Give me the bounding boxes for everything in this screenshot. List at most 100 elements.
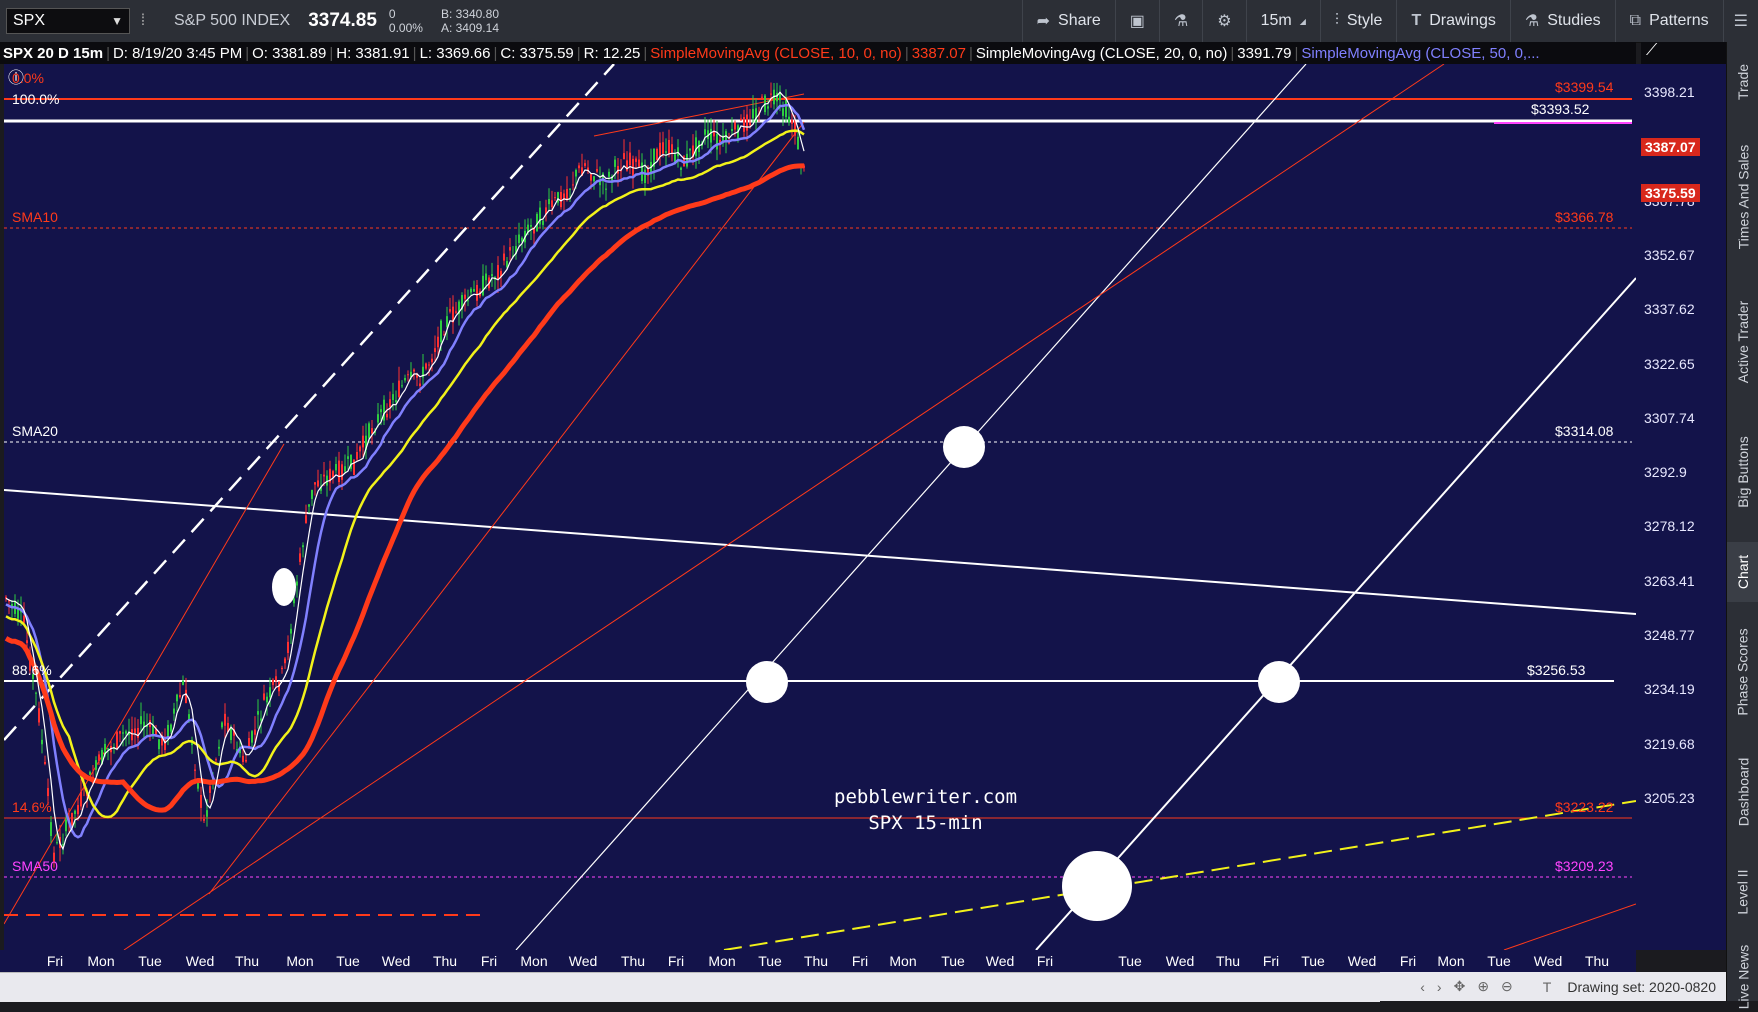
sma10-study-label[interactable]: SimpleMovingAvg (CLOSE, 10, 0, no)	[650, 44, 902, 62]
ask-value: A: 3409.14	[440, 21, 499, 35]
quick-chart-button[interactable]: ▣	[1114, 0, 1159, 42]
price-axis-tick: 3337.62	[1644, 301, 1695, 318]
patterns-button[interactable]: ⧉ Patterns	[1614, 0, 1723, 42]
sma20-study-label[interactable]: SimpleMovingAvg (CLOSE, 20, 0, no)	[975, 44, 1228, 62]
candle-body	[497, 265, 499, 280]
candle-body	[749, 122, 751, 126]
side-tab-big-buttons[interactable]: Big Buttons	[1735, 436, 1752, 508]
candle-body	[125, 731, 127, 734]
last-price: 3374.85	[308, 10, 377, 31]
candle-body	[545, 207, 547, 215]
candle-body	[476, 285, 478, 301]
time-axis-tick: Wed	[1165, 953, 1195, 969]
side-tab-level-ii[interactable]: Level II	[1735, 869, 1752, 915]
menu-button[interactable]: ☰	[1722, 0, 1758, 42]
drawing-tool-icon[interactable]: ⟋	[1641, 42, 1726, 64]
candle-body	[407, 374, 409, 376]
sma10-price-badge: 3387.07	[1641, 138, 1700, 156]
top-toolbar: SPX ▼ ⁞ S&P 500 INDEX 3374.85 0 0.00% B:…	[0, 0, 1758, 43]
level-3209-label: $3209.23	[1555, 858, 1614, 874]
time-axis-tick: Mon	[889, 953, 917, 969]
index-name: S&P 500 INDEX	[174, 12, 291, 29]
side-tab-dashboard[interactable]: Dashboard	[1735, 757, 1751, 827]
link-icon[interactable]: ⁞	[140, 12, 146, 29]
candle-body	[176, 694, 178, 702]
candle-body	[689, 148, 691, 151]
candle-body	[428, 364, 430, 366]
price-axis[interactable]	[1636, 64, 1726, 950]
style-button[interactable]: ⫶ Style	[1319, 0, 1397, 42]
candle-body	[584, 163, 586, 166]
zoom-icon[interactable]: ⊖	[1501, 978, 1513, 994]
price-axis-tick: 3278.12	[1644, 518, 1695, 535]
side-tab-times-and-sales[interactable]: Times And Sales	[1735, 144, 1751, 250]
candle-body	[581, 167, 583, 176]
candle-body	[659, 142, 661, 156]
candle-body	[140, 716, 142, 725]
pan-icon[interactable]: ✥	[1453, 978, 1466, 994]
scrollbar-track[interactable]	[0, 972, 1380, 1002]
side-tab-chart[interactable]: Chart	[1727, 542, 1758, 602]
candle-body	[590, 174, 592, 181]
time-axis-tick: Wed	[185, 953, 215, 969]
candle-body	[62, 843, 64, 846]
candle-body	[155, 729, 157, 737]
candle-body	[566, 189, 568, 201]
side-tab-active-trader[interactable]: Active Trader	[1735, 300, 1752, 384]
candle-body	[629, 152, 631, 166]
candle-body	[647, 168, 649, 176]
candle-body	[248, 738, 250, 749]
side-tab-phase-scores[interactable]: Phase Scores	[1735, 628, 1752, 716]
alert-icon[interactable]: ⓘ	[8, 70, 25, 87]
sma10-label: SMA10	[12, 209, 58, 225]
symbol-selector[interactable]: SPX ▼	[6, 8, 130, 34]
candle-body	[317, 480, 319, 487]
candle-body	[233, 729, 235, 736]
share-button[interactable]: ➦ Share	[1021, 0, 1115, 42]
studies-button[interactable]: ⚗ Studies	[1509, 0, 1615, 42]
candle-body	[347, 456, 349, 459]
candle-body	[491, 274, 493, 277]
timeframe-button[interactable]: 15m ◢	[1245, 0, 1320, 42]
candle-body	[467, 300, 469, 302]
marker-circle	[1258, 661, 1300, 703]
yellow-ma-line	[5, 129, 805, 819]
candle-body	[89, 771, 91, 775]
scroll-left-icon[interactable]: ‹	[1420, 978, 1425, 995]
white-channel-line	[1035, 277, 1636, 950]
candle-body	[470, 288, 472, 293]
side-tab-live-news[interactable]: Live News	[1735, 944, 1751, 1010]
settings-button[interactable]: ⚙	[1202, 0, 1245, 42]
text-tool-icon[interactable]: T	[1542, 978, 1552, 995]
candle-body	[35, 692, 37, 694]
drawings-button[interactable]: T Drawings	[1396, 0, 1509, 42]
drawing-set-label[interactable]: Drawing set: 2020-0820	[1567, 978, 1716, 995]
candle-body	[302, 545, 304, 548]
price-chart[interactable]: ⓘ 0.0% 100.0% SMA10 SMA20 88.6% 14.6% SM…	[4, 64, 1636, 950]
candle-body	[704, 129, 706, 135]
white-descending-trendline	[4, 489, 1636, 615]
chevron-down-icon[interactable]: ▼	[111, 14, 123, 28]
candle-body	[707, 130, 709, 139]
price-axis-tick: 3205.23	[1644, 789, 1695, 806]
price-axis-tick: 3219.68	[1644, 735, 1695, 752]
side-tab-trade[interactable]: Trade	[1735, 63, 1751, 101]
time-axis[interactable]: Fri Mon Tue Wed Thu Mon Tue Wed Thu Fri Mon Wed Thu F…	[0, 950, 1636, 972]
crosshair-icon[interactable]: ⊕	[1477, 978, 1490, 994]
candle-body	[242, 755, 244, 762]
scroll-right-icon[interactable]: ›	[1436, 978, 1442, 995]
candle-body	[227, 722, 229, 733]
candle-body	[194, 769, 196, 771]
sma50-study-label[interactable]: SimpleMovingAvg (CLOSE, 50, 0,...	[1301, 44, 1540, 62]
candle-body	[521, 237, 523, 242]
candle-body	[101, 750, 103, 765]
candle-body	[602, 173, 604, 182]
candle-body	[293, 598, 295, 604]
candle-body	[563, 193, 565, 199]
candle-body	[461, 295, 463, 310]
candle-body	[8, 600, 10, 602]
candle-body	[398, 380, 400, 397]
flask-button[interactable]: ⚗	[1158, 0, 1202, 42]
candle-body	[332, 471, 334, 478]
candle-body	[251, 731, 253, 743]
